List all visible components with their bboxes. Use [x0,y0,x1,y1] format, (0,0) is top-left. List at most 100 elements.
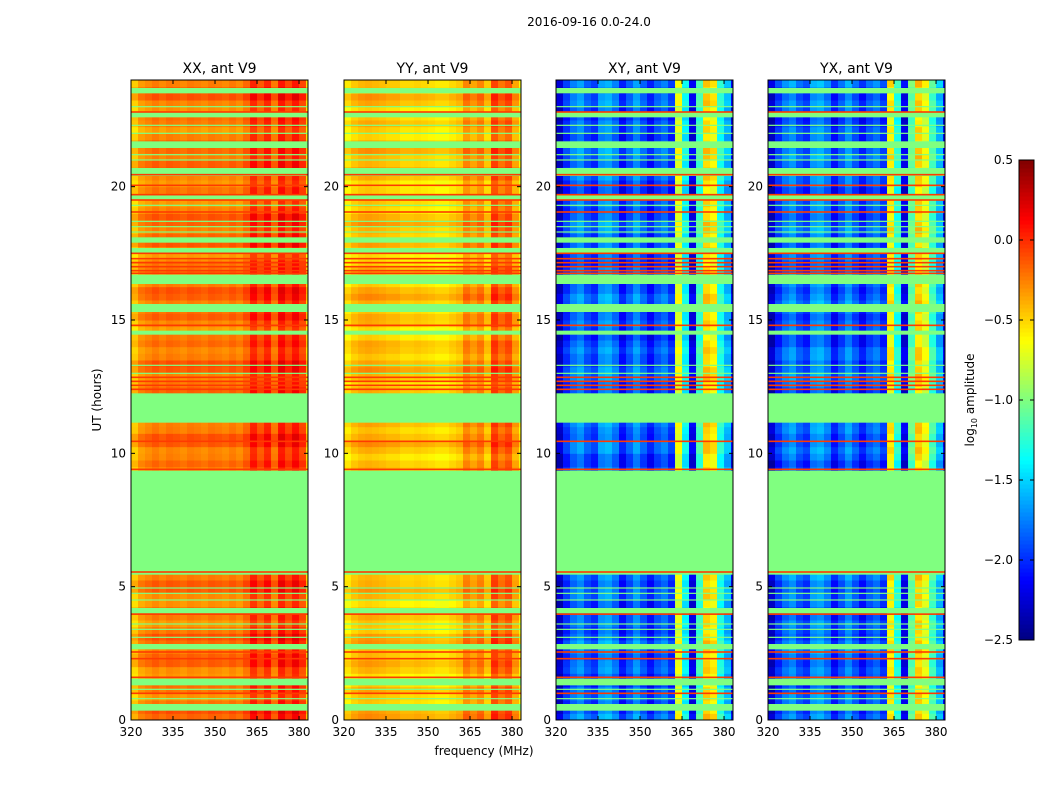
heatmap-cell [344,213,352,220]
heatmap-cell [456,120,464,127]
heatmap-cell [414,667,422,674]
heatmap-cell [351,160,359,167]
heatmap-cell [250,660,258,667]
heatmap-cell [250,133,258,140]
heatmap-cell [285,80,293,87]
heatmap-cell [222,427,230,434]
heatmap-cell [463,627,471,634]
heatmap-cell [292,453,300,460]
heatmap-cell [414,460,422,467]
heatmap-cell [428,353,436,360]
heatmap-cell [201,453,209,460]
heatmap-cell [351,340,359,347]
heatmap-cell [131,287,139,294]
heatmap-cell [257,93,265,100]
heatmap-cell [442,693,450,700]
heatmap-cell [372,293,380,300]
heatmap-cell [477,213,485,220]
heatmap-cell [400,387,408,394]
heatmap-cell [208,580,216,587]
heatmap-cell [131,660,139,667]
heatmap-cell [470,447,478,454]
heatmap-cell [449,580,457,587]
heatmap-cell [208,160,216,167]
heatmap-cell [306,313,314,320]
high-amplitude-line [131,273,308,275]
heatmap-cell [456,213,464,220]
heatmap-cell [519,340,527,347]
heatmap-cell [421,160,429,167]
heatmap-cell [505,627,513,634]
heatmap-cell [491,287,499,294]
heatmap-cell [505,120,513,127]
heatmap-cell [463,447,471,454]
flagged-band [131,644,308,649]
heatmap-cell [456,433,464,440]
heatmap-cell [414,213,422,220]
heatmap-cell [407,187,415,194]
heatmap-cell [365,187,373,194]
heatmap-cell [250,713,258,720]
heatmap-cell [243,347,251,354]
heatmap-cell [222,360,230,367]
heatmap-cell [229,453,237,460]
heatmap-cell [379,120,387,127]
heatmap-cell [470,427,478,434]
flagged-band [131,141,308,148]
heatmap-cell [470,627,478,634]
high-amplitude-line [131,211,308,213]
heatmap-cell [477,187,485,194]
heatmap-cell [159,353,167,360]
heatmap-cell [271,160,279,167]
heatmap-cell [166,93,174,100]
heatmap-cell [421,293,429,300]
heatmap-cell [278,293,286,300]
high-amplitude-line [131,258,308,260]
heatmap-cell [442,447,450,454]
heatmap-cell [173,427,181,434]
heatmap-cell [358,353,366,360]
heatmap-cell [250,387,258,394]
heatmap-cell [194,93,202,100]
heatmap-cell [236,580,244,587]
heatmap-cell [306,360,314,367]
heatmap-cell [519,693,527,700]
heatmap-cell [215,93,223,100]
heatmap-cell [463,600,471,607]
flagged-band [131,248,308,253]
heatmap-cell [250,667,258,674]
heatmap-cell [435,187,443,194]
heatmap-cell [435,120,443,127]
heatmap-cell [428,427,436,434]
heatmap-cell [250,313,258,320]
heatmap-cell [173,160,181,167]
heatmap-cell [299,660,307,667]
heatmap-cell [278,313,286,320]
heatmap-cell [285,660,293,667]
heatmap-cell [257,360,265,367]
heatmap-cell [505,580,513,587]
heatmap-cell [215,660,223,667]
heatmap-cell [435,387,443,394]
heatmap-cell [484,213,492,220]
heatmap-cell [407,427,415,434]
heatmap-cell [365,427,373,434]
heatmap-cell [400,187,408,194]
heatmap-cell [278,93,286,100]
heatmap-cell [173,200,181,207]
heatmap-cell [173,667,181,674]
heatmap-cell [166,387,174,394]
heatmap-cell [285,433,293,440]
heatmap-cell [299,160,307,167]
heatmap-cell [407,693,415,700]
heatmap-cell [278,660,286,667]
heatmap-cell [257,120,265,127]
heatmap-cell [449,120,457,127]
heatmap-cell [271,433,279,440]
heatmap-cell [463,313,471,320]
heatmap-cell [477,667,485,674]
heatmap-cell [407,353,415,360]
heatmap-cell [236,120,244,127]
heatmap-cell [278,160,286,167]
